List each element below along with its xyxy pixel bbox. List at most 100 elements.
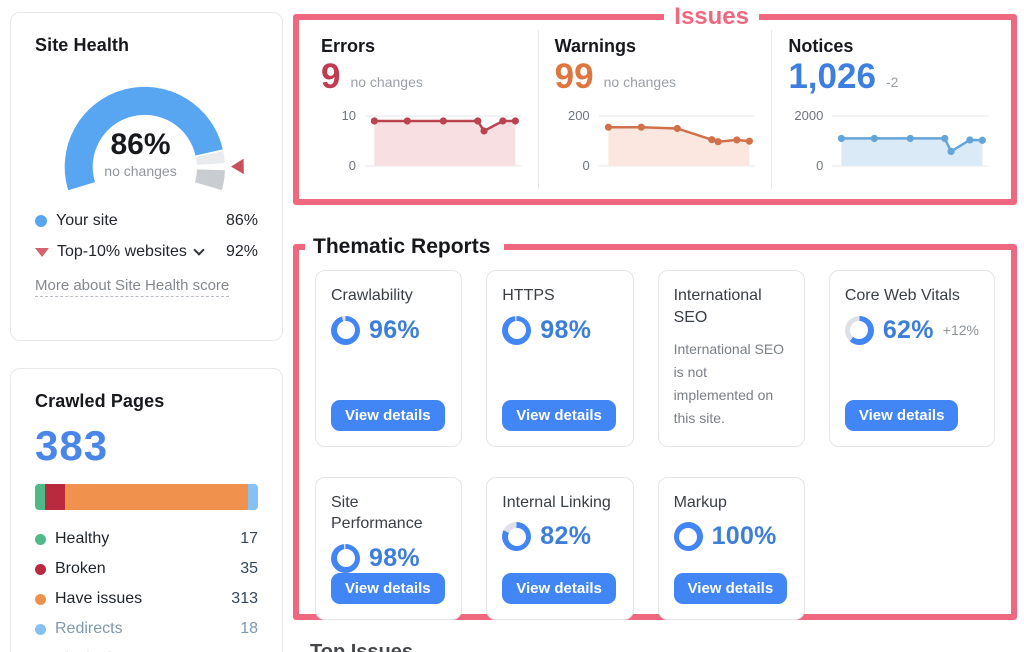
thematic-grid: Crawlability 96% View details HTTPS 98% …	[299, 250, 1011, 620]
warnings-ymax-label: 200	[567, 107, 590, 123]
internal-linking-score: 82%	[540, 522, 592, 551]
redirects-dot-icon	[35, 623, 46, 635]
crawlability-view-details-button[interactable]: View details	[331, 399, 445, 431]
bar-segment	[44, 484, 66, 510]
site-performance-view-details-button[interactable]: View details	[331, 572, 445, 604]
your-site-label: Your site	[56, 212, 118, 229]
notices-card[interactable]: Notices 1,026 -2 2000 0	[771, 30, 1005, 189]
markup-card: Markup 100% View details	[657, 476, 805, 620]
legend-row-top10[interactable]: Top-10% websites 92%	[35, 243, 258, 261]
issues-grid: Errors 9 no changes 10 0 Warnings 99	[299, 20, 1011, 199]
markup-ring-icon	[673, 522, 703, 552]
legend-row-redirects: Redirects 18	[35, 620, 258, 638]
gauge-center-text: 86% no changes	[35, 128, 246, 179]
core-web-vitals-view-details-button[interactable]: View details	[844, 399, 959, 431]
warnings-count[interactable]: 99	[554, 57, 594, 96]
site-performance-ring-icon	[331, 543, 360, 573]
your-site-dot-icon	[35, 215, 47, 227]
site-health-card: Site Health 86% no changes Your site 86%…	[10, 12, 283, 341]
core-web-vitals-score: 62%	[882, 315, 934, 344]
empty-grid-cell	[829, 477, 995, 620]
benchmark-triangle-icon	[35, 247, 49, 257]
crawled-pages-card: Crawled Pages 383 Healthy 17 Broken 35 H…	[10, 368, 283, 652]
markup-view-details-button[interactable]: View details	[673, 572, 788, 604]
site-health-score: 86%	[110, 128, 171, 161]
crawled-pages-legend: Healthy 17 Broken 35 Have issues 313 Red…	[35, 530, 258, 652]
site-health-title: Site Health	[35, 35, 130, 55]
errors-card[interactable]: Errors 9 no changes 10 0	[305, 30, 538, 189]
chevron-down-icon[interactable]	[193, 244, 205, 256]
issues-annotation-label: Issues	[664, 4, 759, 30]
internal-linking-card: Internal Linking 82% View details	[486, 476, 634, 620]
have-issues-dot-icon	[35, 593, 46, 605]
crawlability-card: Crawlability 96% View details	[315, 270, 463, 447]
core-web-vitals-ring-icon	[844, 315, 874, 345]
bar-segment	[65, 484, 248, 510]
core-web-vitals-card: Core Web Vitals 62% +12% View details	[828, 270, 995, 447]
international-seo-card: International SEO International SEO is n…	[657, 270, 805, 447]
errors-ymax-label: 10	[341, 107, 356, 123]
international-seo-title: International SEO	[673, 287, 762, 326]
international-seo-note: International SEO is not implemented on …	[673, 341, 785, 427]
site-health-gauge: 86% no changes	[35, 70, 260, 198]
next-section-heading-fragment: Top Issues	[310, 641, 413, 652]
crawlability-score: 96%	[369, 315, 420, 344]
warnings-title: Warnings	[554, 36, 637, 56]
notices-ymin-label: 0	[816, 157, 824, 173]
broken-label: Broken	[55, 560, 106, 577]
broken-dot-icon	[35, 563, 46, 575]
issues-section: Issues Errors 9 no changes 10 0 Warnings	[293, 4, 1017, 205]
legend-row-your-site: Your site 86%	[35, 212, 258, 230]
errors-sparkline	[365, 108, 522, 172]
healthy-value: 17	[240, 530, 258, 547]
https-score: 98%	[540, 315, 592, 344]
errors-ymin-label: 0	[348, 157, 356, 173]
crawled-pages-total: 383	[35, 422, 109, 469]
crawled-pages-title: Crawled Pages	[35, 391, 165, 411]
bar-segment	[35, 484, 45, 510]
legend-row-blocked: Blocked 0	[35, 650, 258, 652]
legend-row-healthy: Healthy 17	[35, 530, 258, 548]
healthy-label: Healthy	[55, 530, 110, 547]
warnings-card[interactable]: Warnings 99 no changes 200 0	[537, 30, 772, 189]
errors-title: Errors	[321, 36, 376, 56]
bar-segment	[247, 484, 258, 510]
crawlability-ring-icon	[331, 315, 360, 345]
internal-linking-view-details-button[interactable]: View details	[502, 572, 616, 604]
your-site-value: 86%	[225, 212, 258, 229]
markup-score: 100%	[711, 522, 777, 551]
site-health-legend: Your site 86% Top-10% websites 92%	[35, 212, 258, 261]
warnings-ymin-label: 0	[582, 157, 590, 173]
errors-count[interactable]: 9	[321, 57, 341, 96]
top10-value: 92%	[225, 243, 258, 260]
thematic-reports-section: Thematic Reports Crawlability 96% View d…	[293, 233, 1017, 620]
https-view-details-button[interactable]: View details	[502, 399, 616, 431]
core-web-vitals-delta: +12%	[942, 322, 979, 339]
crawled-pages-stacked-bar	[35, 484, 258, 510]
internal-linking-title: Internal Linking	[502, 493, 611, 511]
warnings-sparkline	[598, 108, 756, 172]
site-performance-score: 98%	[369, 543, 420, 572]
internal-linking-ring-icon	[502, 522, 532, 552]
redirects-value: 18	[240, 620, 258, 637]
more-about-site-health-link[interactable]: More about Site Health score	[35, 277, 230, 297]
https-title: HTTPS	[502, 287, 555, 304]
notices-count[interactable]: 1,026	[788, 57, 876, 96]
site-health-change: no changes	[104, 163, 177, 179]
notices-change: -2	[885, 73, 899, 90]
have-issues-value: 313	[231, 590, 258, 607]
legend-row-have-issues: Have issues 313	[35, 590, 258, 608]
markup-title: Markup	[673, 493, 727, 511]
warnings-trend-chart: 200 0	[555, 107, 756, 173]
warnings-change: no changes	[603, 73, 677, 90]
top10-label: Top-10% websites	[57, 243, 187, 260]
https-ring-icon	[502, 315, 532, 345]
legend-row-broken: Broken 35	[35, 560, 258, 578]
notices-title: Notices	[788, 36, 854, 56]
crawlability-title: Crawlability	[331, 287, 413, 304]
blocked-label: Blocked	[55, 650, 112, 652]
https-card: HTTPS 98% View details	[486, 270, 634, 447]
have-issues-label: Have issues	[55, 590, 143, 607]
errors-change: no changes	[350, 73, 423, 90]
site-performance-title: Site Performance	[331, 493, 423, 533]
